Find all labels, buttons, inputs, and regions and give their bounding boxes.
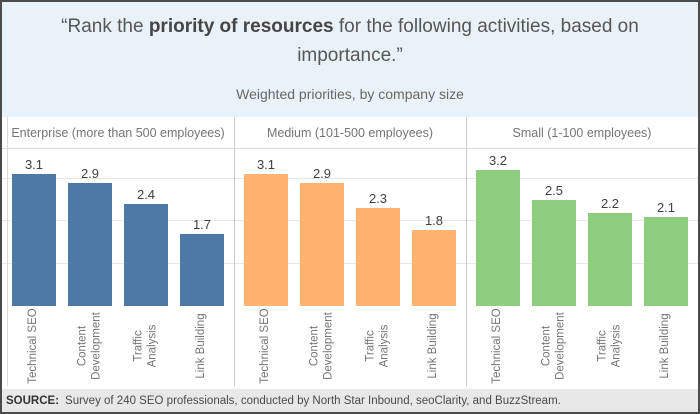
panel-divider xyxy=(233,117,235,386)
plot-row: 3.1 2.9 2.4 1.7 3.1 2.9 2.3 1.8 3.2 2.5 2.2 2.1 xyxy=(2,149,698,306)
gridline-3 xyxy=(2,177,698,179)
bar-cell: 3.1 xyxy=(238,149,294,306)
category-label: Link Building xyxy=(659,313,672,379)
chart-area: Enterprise (more than 500 employees) Medi… xyxy=(2,117,698,386)
bar-cell: 2.5 xyxy=(526,149,582,306)
category-label: Content Development xyxy=(540,312,566,380)
category-label: Traffic Analysis xyxy=(596,324,622,368)
category-cell: Link Building xyxy=(406,306,462,386)
source-label: SOURCE: xyxy=(6,394,60,407)
bar xyxy=(412,229,456,306)
category-cell: Link Building xyxy=(174,306,230,386)
bar-cell: 3.1 xyxy=(6,149,62,306)
chart-subtitle: Weighted priorities, by company size xyxy=(236,86,464,102)
category-label: Technical SEO xyxy=(491,308,504,384)
bar-value-label: 2.1 xyxy=(656,199,676,215)
title-bold-phrase: priority of resources xyxy=(148,16,334,37)
panel-header: Medium (101-500 employees) xyxy=(266,125,434,140)
bar-cell: 2.9 xyxy=(294,149,350,306)
category-cell: Technical SEO xyxy=(238,306,294,386)
title-prefix: Rank the xyxy=(67,16,149,37)
bar xyxy=(300,182,344,306)
bar xyxy=(68,182,112,306)
label-panel: Technical SEO Content Development Traffic … xyxy=(234,306,466,386)
bar xyxy=(476,170,520,306)
chart-title: “Rank the priority of resources for the … xyxy=(23,13,678,70)
panel-header: Small (1-100 employees) xyxy=(512,125,652,140)
category-label: Technical SEO xyxy=(259,308,272,384)
bar xyxy=(356,208,400,306)
category-label: Link Building xyxy=(427,313,440,379)
bar-cell: 2.2 xyxy=(582,149,638,306)
bar-cell: 1.8 xyxy=(406,149,462,306)
source-footer: SOURCE: Survey of 240 SEO professionals,… xyxy=(2,389,698,412)
plot-panel: 3.2 2.5 2.2 2.1 xyxy=(466,149,698,306)
bar xyxy=(532,199,576,306)
gridline-2 xyxy=(2,220,698,222)
category-label: Traffic Analysis xyxy=(132,324,158,368)
bar xyxy=(180,233,224,306)
category-label: Technical SEO xyxy=(27,308,40,384)
panel-divider xyxy=(466,117,467,386)
source-text: Survey of 240 SEO professionals, conduct… xyxy=(65,394,561,407)
bar xyxy=(124,204,168,306)
title-close-quote: ” xyxy=(396,44,403,66)
category-label: Link Building xyxy=(195,313,208,379)
title-suffix: for the following activities, based on i… xyxy=(297,16,639,66)
title-area: “Rank the priority of resources for the … xyxy=(2,2,698,117)
bar-value-label: 2.2 xyxy=(600,195,620,211)
title-open-quote: “ xyxy=(61,16,68,37)
bar xyxy=(588,212,632,306)
category-label-row: Technical SEO Content Development Traffic … xyxy=(2,306,698,386)
bar-cell: 3.2 xyxy=(470,149,526,306)
plot-panel: 3.1 2.9 2.3 1.8 xyxy=(234,149,466,306)
bar-cell: 2.4 xyxy=(118,149,174,306)
bar-value-label: 2.3 xyxy=(368,191,388,207)
category-cell: Content Development xyxy=(294,306,350,386)
footer-gap xyxy=(2,386,698,389)
gridline-1 xyxy=(2,262,698,264)
plot-left-edge-line xyxy=(7,117,8,386)
category-cell: Technical SEO xyxy=(470,306,526,386)
category-label: Content Development xyxy=(308,312,334,380)
bar-value-label: 2.9 xyxy=(312,165,332,181)
bar-value-label: 1.7 xyxy=(192,216,212,232)
bar xyxy=(644,216,688,306)
category-cell: Traffic Analysis xyxy=(350,306,406,386)
bar-cell: 1.7 xyxy=(174,149,230,306)
bar-value-label: 2.4 xyxy=(136,187,156,203)
bar-value-label: 3.2 xyxy=(488,153,508,169)
bar-cell: 2.3 xyxy=(350,149,406,306)
bar xyxy=(12,174,56,306)
bar xyxy=(244,174,288,306)
bar-value-label: 2.5 xyxy=(544,182,564,198)
category-cell: Content Development xyxy=(526,306,582,386)
bar-value-label: 1.8 xyxy=(424,212,444,228)
category-cell: Traffic Analysis xyxy=(118,306,174,386)
bar-cell: 2.1 xyxy=(638,149,694,306)
label-panel: Technical SEO Content Development Traffic … xyxy=(2,306,234,386)
category-cell: Content Development xyxy=(62,306,118,386)
plot-panel: 3.1 2.9 2.4 1.7 xyxy=(2,149,234,306)
category-label: Traffic Analysis xyxy=(364,324,390,368)
panel-header-row: Enterprise (more than 500 employees) Medi… xyxy=(2,117,698,149)
category-cell: Traffic Analysis xyxy=(582,306,638,386)
bar-value-label: 3.1 xyxy=(256,157,276,173)
bar-cell: 2.9 xyxy=(62,149,118,306)
label-panel: Technical SEO Content Development Traffic … xyxy=(466,306,698,386)
category-label: Content Development xyxy=(76,312,102,380)
panel-header: Enterprise (more than 500 employees) xyxy=(11,125,225,140)
bar-value-label: 3.1 xyxy=(24,157,44,173)
bar-value-label: 2.9 xyxy=(80,165,100,181)
category-cell: Link Building xyxy=(638,306,694,386)
category-cell: Technical SEO xyxy=(6,306,62,386)
